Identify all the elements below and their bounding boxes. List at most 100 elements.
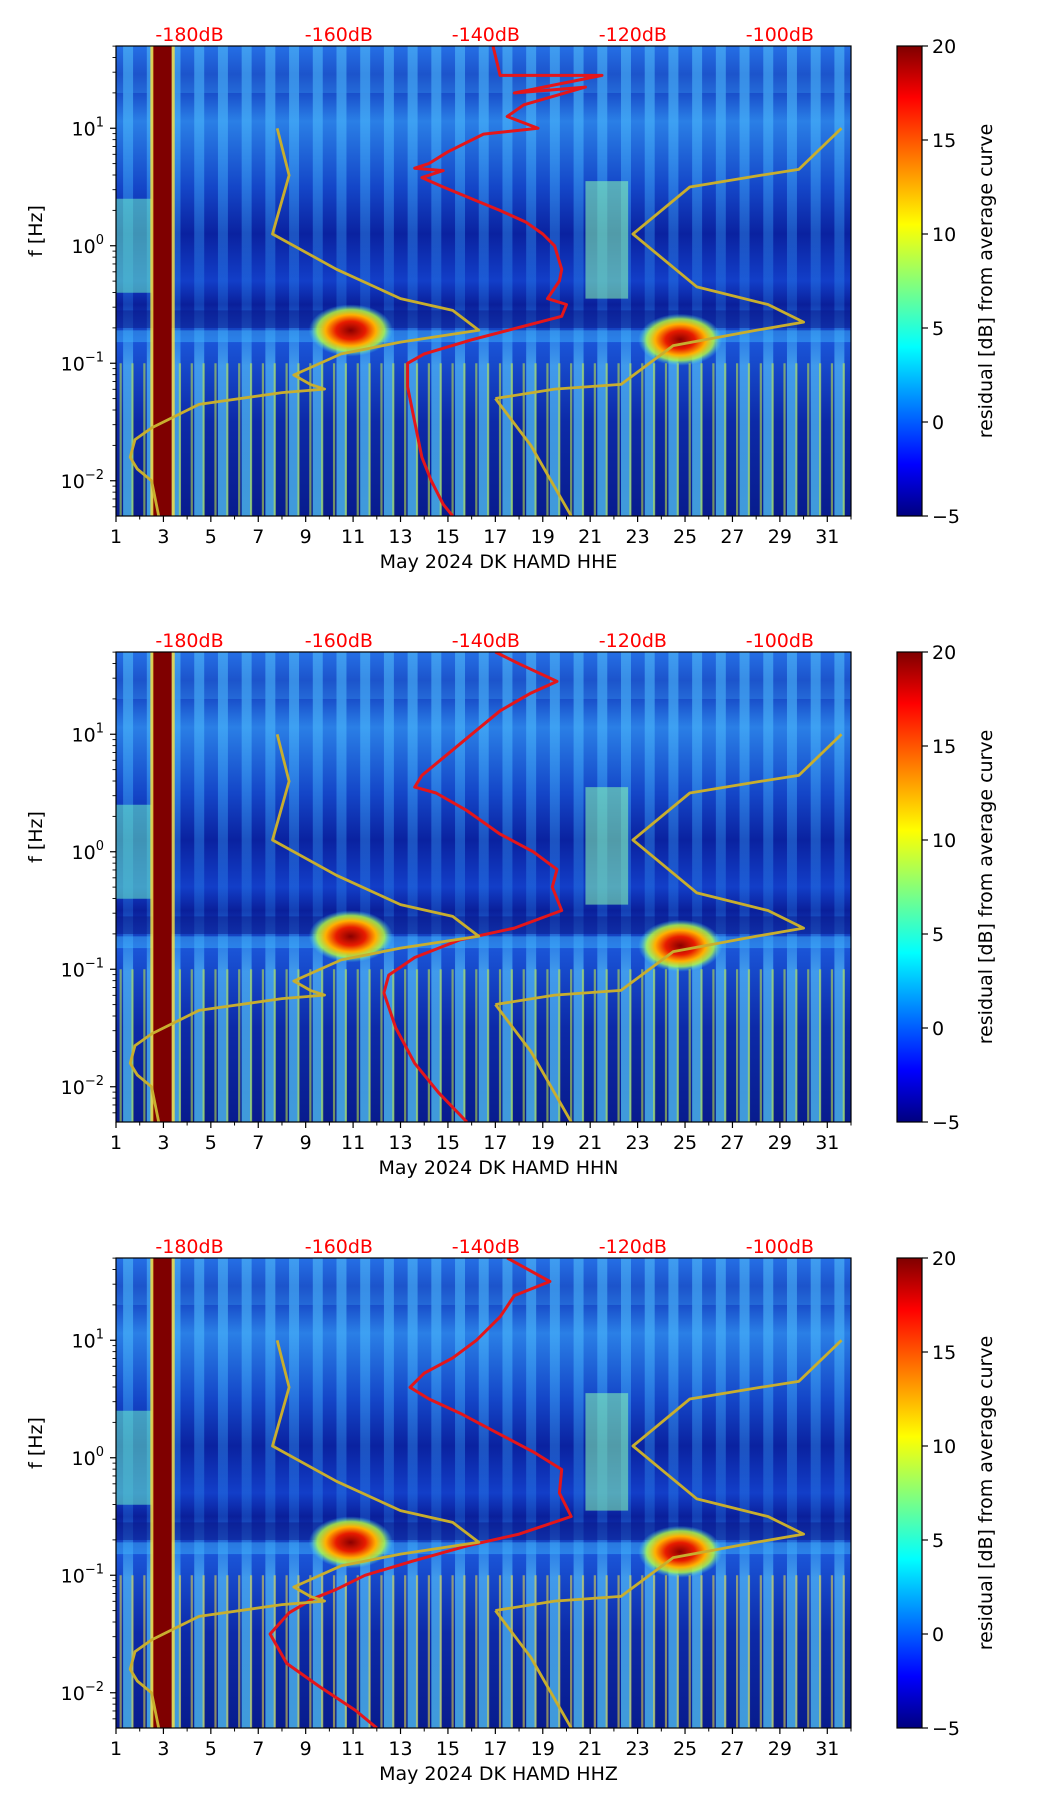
lf-spike — [131, 969, 134, 1122]
y-tick-exponent: −2 — [85, 468, 104, 483]
lf-spike — [249, 969, 253, 1122]
daily-streak — [786, 1258, 797, 1728]
colorbar-tick-label: 15 — [932, 1342, 956, 1364]
panel-hhn: 1 3 5 7 9 11 13 15 17 19 21 23 25 27 29 3110−210−110010… — [25, 630, 997, 1179]
lf-spike — [510, 1575, 513, 1728]
x-tick-label: 1 — [110, 526, 122, 548]
lf-spike — [463, 969, 466, 1122]
lf-spike — [807, 969, 810, 1122]
daily-streak — [265, 652, 276, 1122]
lf-spike — [427, 969, 430, 1122]
lf-spike — [759, 1575, 762, 1728]
hot-spot-1 — [308, 1516, 393, 1569]
daily-streak — [407, 1258, 418, 1728]
lf-spike — [427, 363, 430, 516]
x-tick-label: 31 — [815, 1738, 839, 1760]
daily-streak — [312, 652, 323, 1122]
lf-spike — [617, 1575, 620, 1728]
band-1hz-mid — [585, 787, 629, 905]
daily-streak — [502, 46, 513, 516]
daily-streak — [170, 652, 181, 1122]
x-tick-label: 23 — [626, 1738, 650, 1760]
db-scale-label: -160dB — [305, 630, 373, 652]
lf-spike — [736, 1575, 739, 1728]
x-tick-label: 17 — [483, 1738, 507, 1760]
lf-spike — [309, 969, 312, 1122]
heatmap-hhn — [116, 652, 857, 1122]
y-tick-base: 10 — [61, 1077, 85, 1099]
lf-spike — [747, 363, 751, 516]
lf-spike — [855, 1575, 857, 1728]
daily-streak — [644, 1258, 655, 1728]
lf-spike — [664, 969, 668, 1122]
daily-streak — [289, 1258, 300, 1728]
x-tick-label: 27 — [720, 1738, 744, 1760]
daily-streak — [170, 46, 181, 516]
lf-spike — [285, 1575, 288, 1728]
daily-streak — [455, 46, 466, 516]
lf-spike — [593, 1575, 596, 1728]
lf-spike — [487, 1575, 490, 1728]
lf-spike — [214, 363, 217, 516]
db-scale-label: -100dB — [746, 630, 814, 652]
y-tick-base: 10 — [72, 1448, 96, 1470]
lf-spike — [688, 363, 691, 516]
lf-spike — [700, 1575, 703, 1728]
y-tick-base: 10 — [61, 471, 85, 493]
daily-streak — [715, 652, 726, 1122]
lf-spike — [190, 969, 193, 1122]
lf-spike — [783, 363, 786, 516]
daily-streak — [526, 1258, 537, 1728]
daily-streak — [241, 652, 252, 1122]
daily-streak — [502, 652, 513, 1122]
lf-spike — [344, 969, 347, 1122]
daily-streak — [312, 1258, 323, 1728]
daily-streak — [739, 1258, 750, 1728]
lf-spike — [534, 1575, 537, 1728]
daily-streak — [668, 46, 679, 516]
daily-streak — [431, 652, 442, 1122]
lf-spike — [498, 969, 502, 1122]
daily-streak — [431, 46, 442, 516]
band-1hz-mid — [585, 1393, 629, 1511]
mustard-curve-3 — [495, 1339, 843, 1612]
daily-streak — [763, 652, 774, 1122]
lf-spike — [842, 969, 845, 1122]
lf-spike — [700, 363, 703, 516]
lf-spike — [855, 969, 857, 1122]
lf-spike — [463, 363, 466, 516]
daily-streak — [217, 1258, 228, 1728]
lf-spike — [510, 363, 513, 516]
saturated-column-edge — [171, 652, 175, 1122]
mustard-curve-3 — [495, 127, 843, 400]
lf-spike — [261, 363, 265, 516]
lf-spike — [522, 969, 525, 1122]
lf-spike — [759, 969, 762, 1122]
lf-spike — [143, 969, 146, 1122]
daily-streak — [455, 652, 466, 1122]
x-tick-label: 23 — [626, 526, 650, 548]
daily-streak — [573, 1258, 584, 1728]
colorbar-tick-label: 15 — [932, 736, 956, 758]
db-scale-label: -120dB — [599, 24, 667, 46]
y-tick-base: 10 — [72, 236, 96, 258]
colorbar-tick-label: 20 — [932, 642, 956, 664]
x-tick-label: 11 — [341, 526, 365, 548]
band-1hz-left — [116, 1410, 152, 1505]
y-tick-exponent: 1 — [96, 721, 104, 736]
hot-spot-1 — [308, 304, 393, 357]
lf-spike — [842, 1575, 845, 1728]
lf-spike — [392, 363, 395, 516]
daily-streak — [573, 652, 584, 1122]
daily-streak — [668, 1258, 679, 1728]
lf-spike — [415, 1575, 419, 1728]
lf-spike — [617, 363, 620, 516]
lf-spike — [273, 1575, 276, 1728]
x-tick-label: 9 — [300, 1738, 312, 1760]
lf-spike — [676, 1575, 679, 1728]
lf-spike — [190, 1575, 193, 1728]
lf-spike — [321, 1575, 324, 1728]
daily-streak — [526, 652, 537, 1122]
x-tick-label: 13 — [388, 1132, 412, 1154]
lf-spike — [178, 363, 182, 516]
